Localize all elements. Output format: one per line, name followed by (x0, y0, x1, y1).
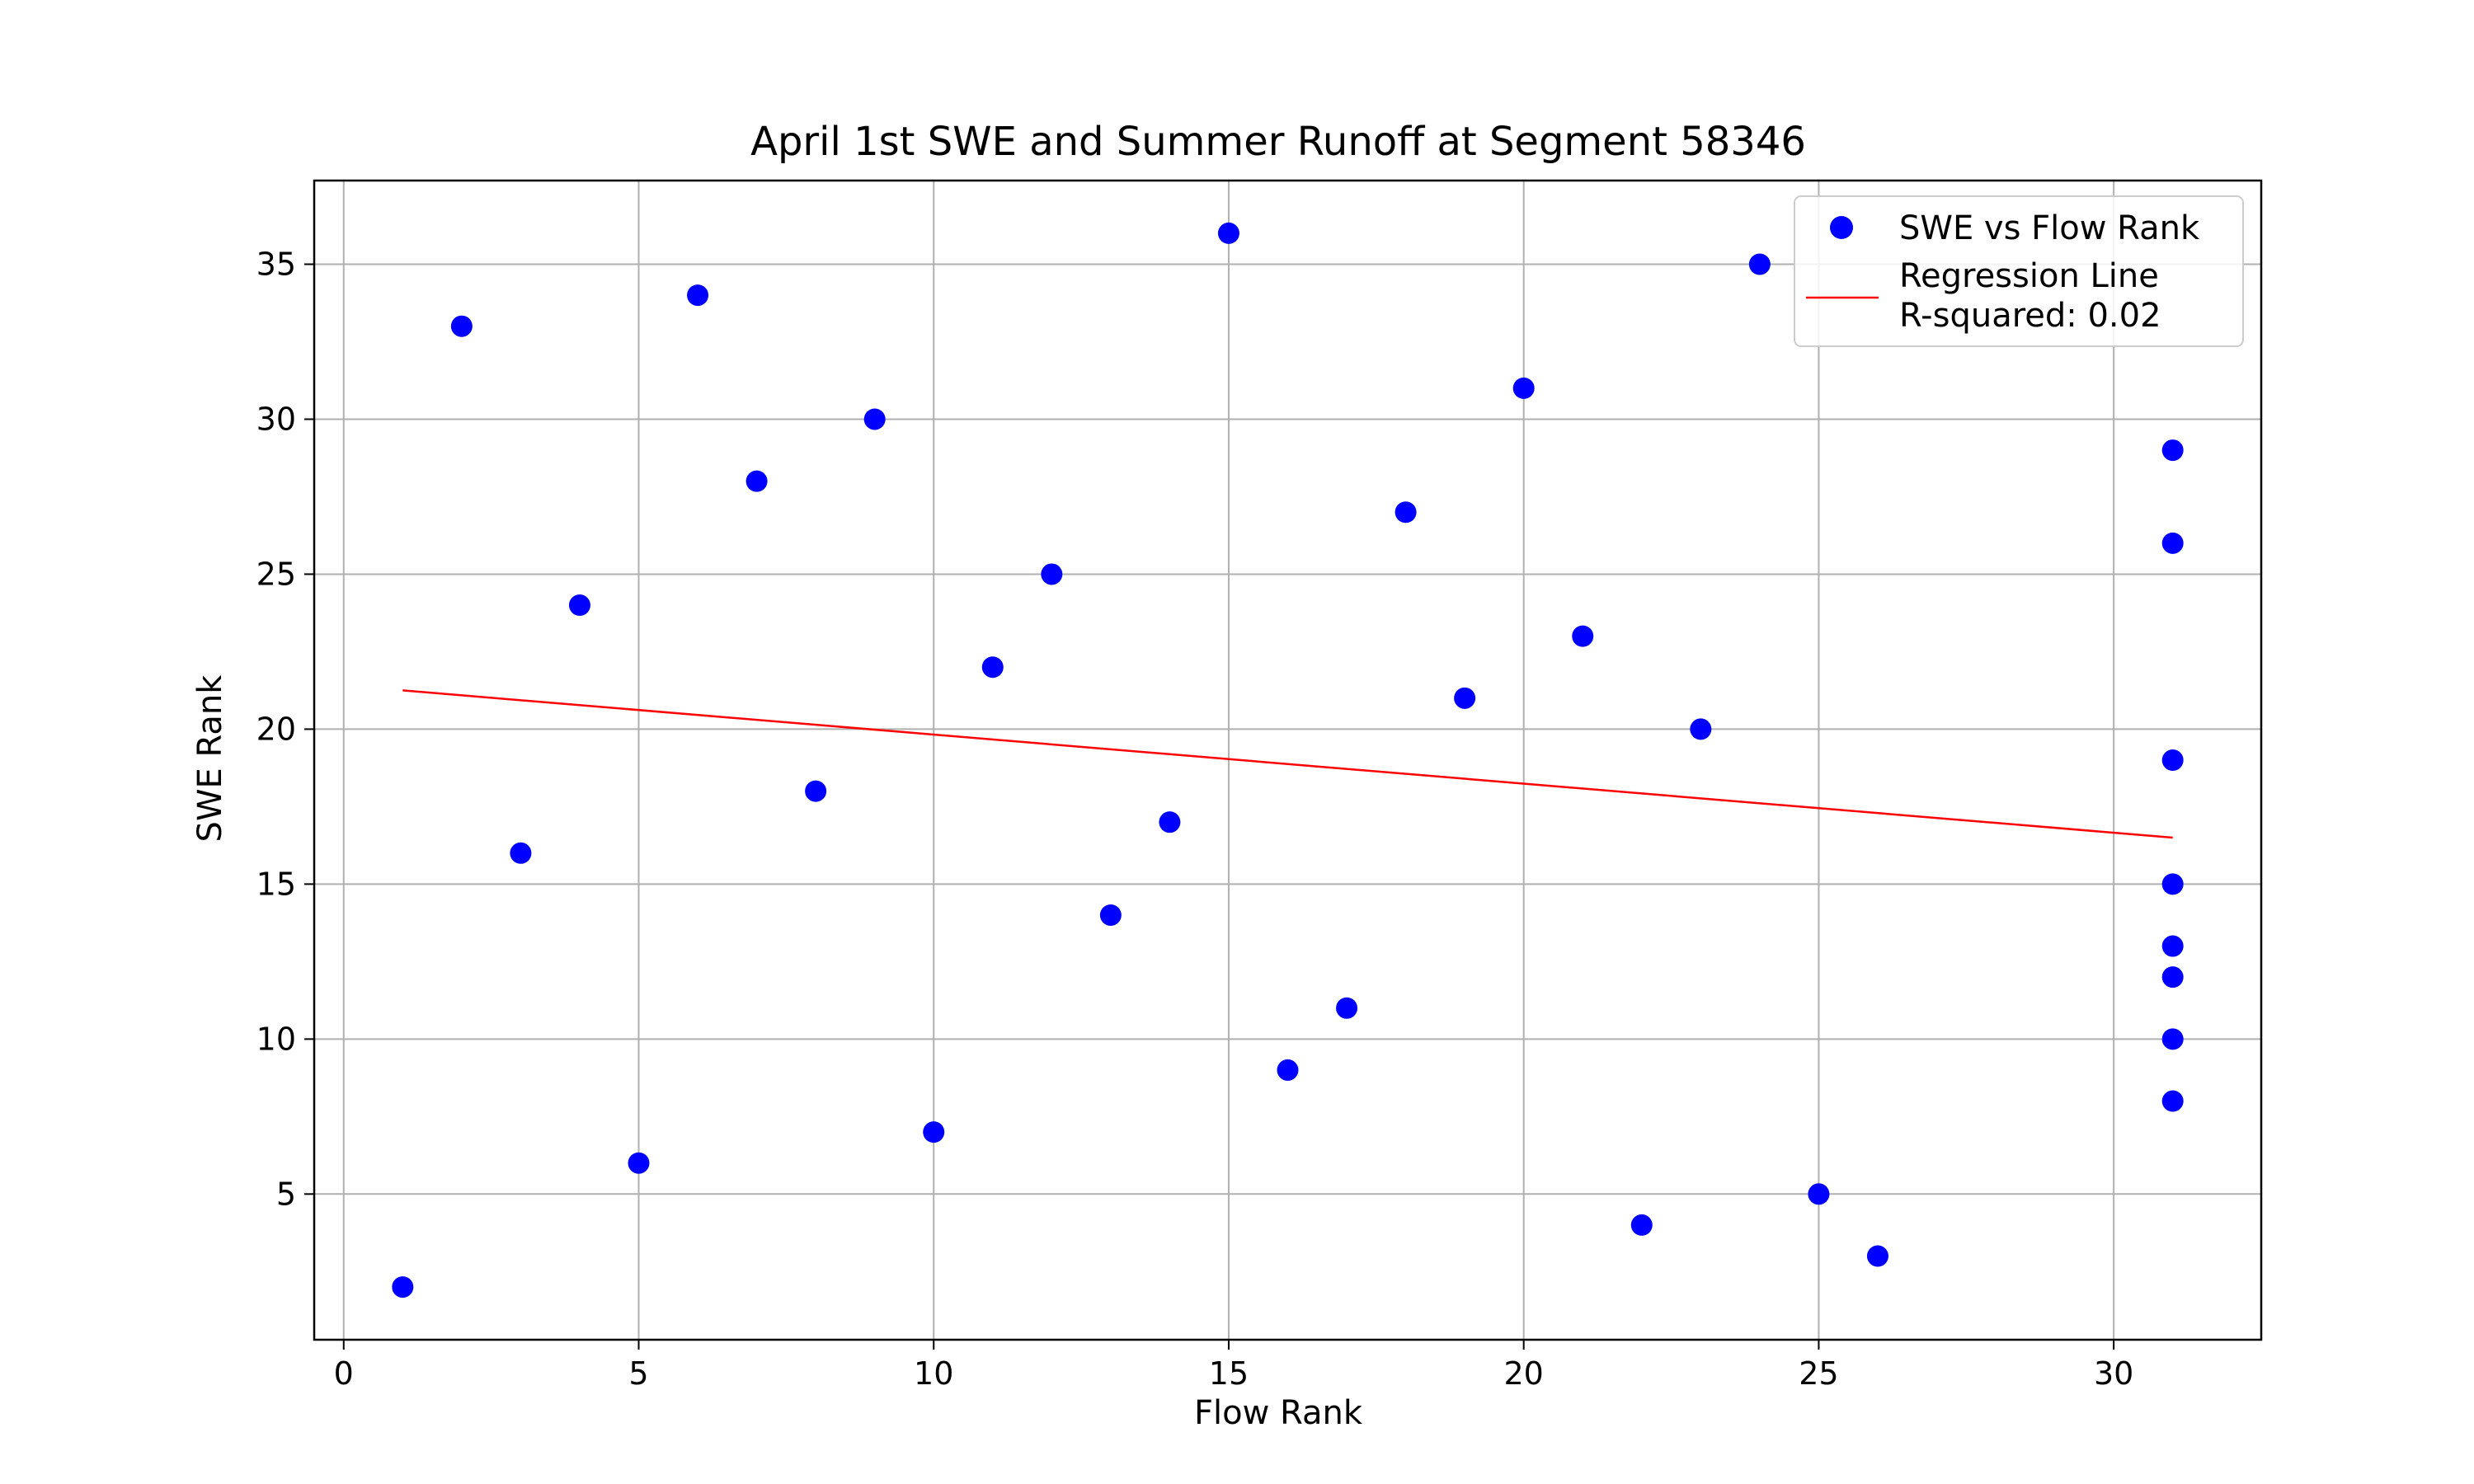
legend: SWE vs Flow Rank Regression Line R-square… (1794, 195, 2244, 347)
plot-frame (313, 179, 2263, 1341)
scatter-point (2161, 749, 2184, 771)
scatter-point (1454, 687, 1476, 709)
x-tick-label: 30 (2094, 1355, 2133, 1392)
x-tick-label: 25 (1799, 1355, 1838, 1392)
scatter-point (2161, 1090, 2184, 1112)
x-axis-ticks: 0 5 10 15 20 25 30 (334, 1340, 2133, 1392)
grid-lines (314, 181, 2261, 1340)
scatter-point (2161, 439, 2184, 462)
scatter-point (2161, 873, 2184, 895)
scatter-point (1748, 253, 1771, 275)
y-tick-label: 5 (276, 1176, 296, 1212)
scatter-point (805, 780, 827, 802)
regression-line (402, 689, 2173, 839)
y-axis-ticks: 5 10 15 20 25 30 35 (256, 247, 314, 1212)
scatter-point (1866, 1245, 1888, 1267)
x-tick-label: 5 (628, 1355, 648, 1392)
regression-layer (402, 689, 2173, 839)
scatter-point (392, 1276, 414, 1298)
scatter-point (863, 408, 886, 430)
scatter-point (745, 470, 768, 492)
x-tick-label: 15 (1209, 1355, 1249, 1392)
scatter-point (1336, 997, 1358, 1019)
y-tick-label: 15 (256, 866, 296, 902)
scatter-point (1572, 625, 1594, 647)
scatter-point (1630, 1214, 1653, 1236)
x-tick-label: 20 (1504, 1355, 1544, 1392)
y-tick-label: 35 (256, 247, 296, 283)
scatter-point (2161, 935, 2184, 957)
scatter-point (687, 284, 709, 307)
scatter-point (923, 1121, 945, 1144)
scatter-point (1808, 1183, 1830, 1205)
x-tick-label: 0 (334, 1355, 354, 1392)
scatter-point (1099, 904, 1122, 926)
legend-box (1794, 195, 2244, 347)
x-tick-label: 10 (914, 1355, 953, 1392)
y-tick-label: 30 (256, 401, 296, 437)
scatter-point (981, 656, 1004, 679)
scatter-point (1512, 377, 1535, 399)
legend-marker-scatter (1830, 216, 1853, 239)
y-tick-label: 20 (256, 711, 296, 747)
x-axis-label: Flow Rank (1194, 1394, 1363, 1432)
y-tick-label: 10 (256, 1021, 296, 1057)
scatter-point (2161, 532, 2184, 554)
scatter-points (392, 222, 2184, 1298)
scatter-point (1277, 1059, 1299, 1081)
scatter-point (1395, 501, 1417, 524)
scatter-point (510, 842, 532, 864)
scatter-point (568, 594, 590, 617)
scatter-point (1217, 222, 1239, 244)
scatter-point (1041, 563, 1063, 585)
scatter-point (2161, 966, 2184, 989)
y-tick-label: 25 (256, 556, 296, 592)
scatter-point (1690, 718, 1712, 740)
scatter-point (450, 315, 473, 337)
legend-label-regression: Regression Line R-squared: 0.02 (1899, 257, 2161, 335)
scatter-point (628, 1152, 650, 1174)
scatter-point (1159, 811, 1181, 834)
legend-label-scatter: SWE vs Flow Rank (1899, 209, 2200, 247)
scatter-point (2161, 1028, 2184, 1050)
chart-title: April 1st SWE and Summer Runoff at Segme… (750, 119, 1806, 165)
y-axis-label: SWE Rank (191, 674, 229, 843)
